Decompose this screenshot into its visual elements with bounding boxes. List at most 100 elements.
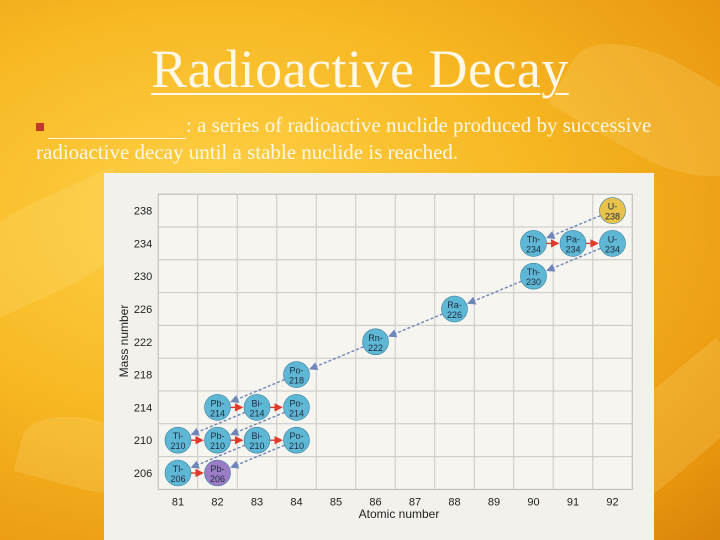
nuclide-symbol: Pb- xyxy=(210,431,224,441)
y-tick-label: 230 xyxy=(134,271,152,283)
nuclide-symbol: Th- xyxy=(527,234,541,244)
y-tick-label: 222 xyxy=(134,337,152,349)
x-tick-label: 91 xyxy=(567,496,579,508)
nuclide-symbol: Pb- xyxy=(210,464,224,474)
nuclide-mass: 234 xyxy=(526,244,541,254)
y-tick-label: 206 xyxy=(134,468,152,480)
bullet-icon xyxy=(36,123,44,132)
nuclide-mass: 234 xyxy=(565,244,580,254)
nuclide-node: Bi-214 xyxy=(243,394,271,421)
nuclide-mass: 234 xyxy=(605,244,620,254)
nuclide-circle xyxy=(599,197,626,224)
nuclide-mass: 210 xyxy=(289,441,304,451)
nuclide-node: Pa-234 xyxy=(559,230,587,257)
nuclide-circle xyxy=(520,262,547,290)
x-tick-label: 83 xyxy=(251,496,263,508)
nuclide-node: U-238 xyxy=(599,197,626,224)
nuclide-node: Rn-222 xyxy=(362,328,389,356)
definition-body: : a series of radioactive nuclide produc… xyxy=(36,113,652,164)
x-tick-label: 84 xyxy=(290,496,302,508)
alpha-decay-arrow xyxy=(546,214,601,239)
nuclide-circle xyxy=(164,426,192,454)
alpha-decay-arrow xyxy=(190,411,246,436)
nuclide-symbol: Th- xyxy=(527,267,541,277)
nuclide-mass: 222 xyxy=(368,343,383,353)
nuclide-node: Pb-206 xyxy=(204,459,231,487)
nuclide-node: Bi-210 xyxy=(243,426,271,454)
y-tick-label: 234 xyxy=(134,238,152,250)
nuclide-mass: 218 xyxy=(289,376,304,386)
nuclide-mass: 226 xyxy=(447,310,462,320)
nuclide-circle xyxy=(243,394,271,421)
y-axis-label: Mass number xyxy=(117,305,131,378)
nuclide-mass: 214 xyxy=(210,408,225,418)
x-tick-label: 81 xyxy=(172,496,184,508)
nuclide-mass: 210 xyxy=(210,441,225,451)
x-tick-label: 86 xyxy=(369,496,381,508)
nuclide-symbol: U- xyxy=(608,234,618,244)
nuclide-symbol: Tl- xyxy=(173,431,184,441)
nuclide-symbol: Rn- xyxy=(368,333,383,343)
nuclide-symbol: Tl- xyxy=(173,464,184,474)
nuclide-symbol: Bi- xyxy=(252,431,263,441)
nuclide-node: Po-210 xyxy=(283,426,310,454)
decay-chart-figure: 81 82 83 84 85 86 87 88 89 90 91 92 206 210 214 218 222 2… xyxy=(104,173,654,540)
x-tick-label: 89 xyxy=(488,496,500,508)
alpha-decay-arrow xyxy=(309,346,364,371)
y-tick-label: 226 xyxy=(134,304,152,316)
x-tick-label: 85 xyxy=(330,496,342,508)
alpha-decay-arrow xyxy=(546,247,601,272)
nuclide-symbol: Po- xyxy=(289,366,303,376)
nuclide-circle xyxy=(520,230,547,257)
x-tick-label: 82 xyxy=(211,496,223,508)
nuclide-circle xyxy=(164,459,192,487)
nuclide-circle xyxy=(599,230,626,257)
nuclide-circle xyxy=(243,426,271,454)
nuclide-mass: 230 xyxy=(526,277,541,287)
nuclide-mass: 214 xyxy=(249,408,264,418)
decay-chart: 81 82 83 84 85 86 87 88 89 90 91 92 206 210 214 218 222 2… xyxy=(117,193,633,521)
y-tick-label: 214 xyxy=(134,402,152,414)
nuclide-node: Th-234 xyxy=(520,230,547,257)
nuclide-node: Ra-226 xyxy=(441,295,468,323)
x-tick-label: 92 xyxy=(606,496,618,508)
x-tick-label: 87 xyxy=(409,496,421,508)
nuclide-mass: 210 xyxy=(249,441,264,451)
alpha-decay-arrow xyxy=(467,280,522,305)
alpha-decay-arrow xyxy=(190,444,246,469)
nuclide-symbol: Bi- xyxy=(252,398,263,408)
nuclide-mass: 214 xyxy=(289,408,304,418)
y-tick-label: 210 xyxy=(134,435,152,447)
nuclide-circle xyxy=(441,295,468,323)
nuclide-node: U-234 xyxy=(599,230,626,257)
nuclide-symbol: Po- xyxy=(289,431,303,441)
nuclide-node: Pb-214 xyxy=(204,394,231,421)
nuclide-symbol: Po- xyxy=(289,398,303,408)
nuclide-symbol: Pb- xyxy=(210,398,224,408)
nuclide-circle xyxy=(204,426,231,454)
nuclide-symbol: Pa- xyxy=(566,234,580,244)
y-tick-label: 218 xyxy=(134,370,152,382)
definition-blank xyxy=(48,120,186,139)
y-tick-label: 238 xyxy=(134,206,152,218)
chart-arrows xyxy=(190,214,601,478)
alpha-decay-arrow xyxy=(388,313,443,338)
chart-ticks: 81 82 83 84 85 86 87 88 89 90 91 92 206 210 214 218 222 2… xyxy=(134,206,619,509)
nuclide-circle xyxy=(283,426,310,454)
nuclide-circle xyxy=(559,230,587,257)
nuclide-node: Tl-206 xyxy=(164,459,192,487)
definition-text: : a series of radioactive nuclide produc… xyxy=(36,112,676,166)
nuclide-symbol: U- xyxy=(608,202,618,212)
nuclide-circle xyxy=(283,394,310,421)
x-tick-label: 90 xyxy=(527,496,539,508)
alpha-decay-arrow xyxy=(230,411,285,436)
nuclide-node: Po-218 xyxy=(283,361,310,388)
nuclide-node: Tl-210 xyxy=(164,426,192,454)
nuclide-circle xyxy=(204,394,231,421)
nuclide-mass: 206 xyxy=(210,474,225,484)
nuclide-mass: 238 xyxy=(605,212,620,222)
x-axis-label: Atomic number xyxy=(359,507,440,521)
nuclide-circle xyxy=(362,328,389,356)
nuclide-symbol: Ra- xyxy=(447,300,462,310)
nuclide-node: Po-214 xyxy=(283,394,310,421)
